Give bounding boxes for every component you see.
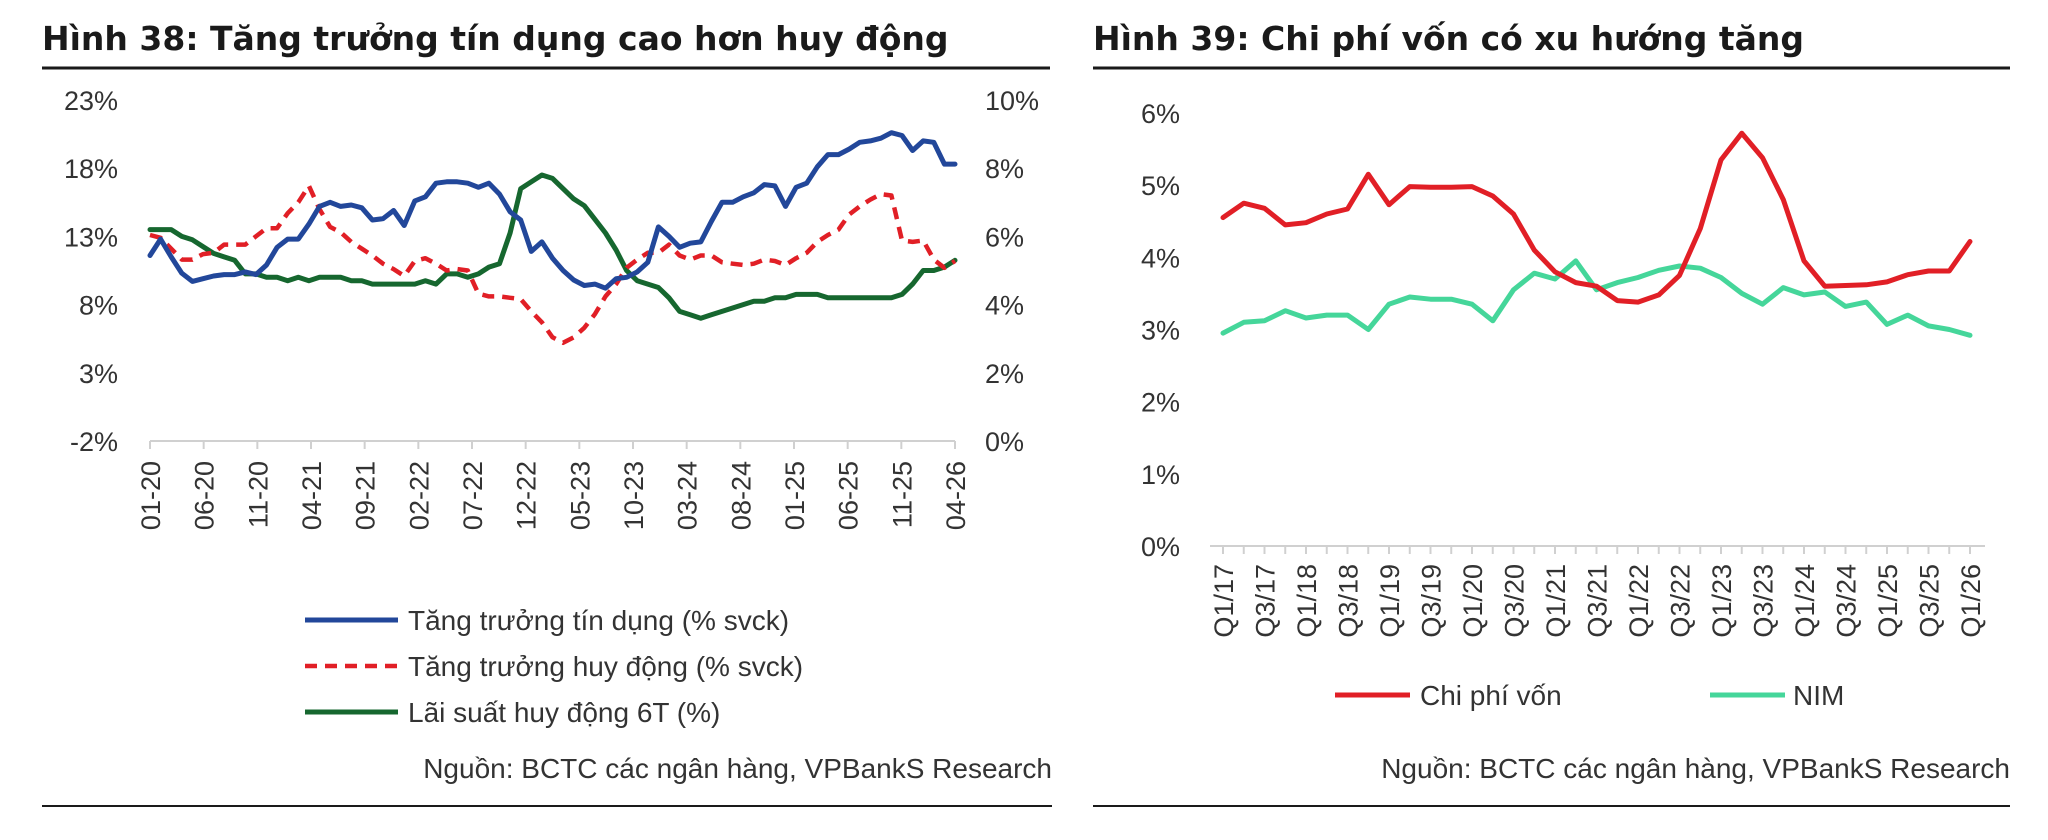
x-tick-label: Q1/24 [1790,564,1820,638]
x-tick-label: Q3/18 [1334,564,1364,638]
chart-39-title: Hình 39: Chi phí vốn có xu hướng tăng [1093,19,1804,58]
left-y-tick-label: 23% [64,86,118,116]
x-tick-label: 12-22 [512,461,542,530]
x-tick-label: 01-25 [780,461,810,530]
x-tick-label: Q1/25 [1873,564,1903,638]
y-tick-label: 6% [1141,99,1180,129]
legend-rate-label: Lãi suất huy động 6T (%) [408,697,720,728]
x-tick-label: 06-20 [190,461,220,530]
chart-39-series-nim-line [1220,258,1973,338]
x-tick-label: Q1/20 [1458,564,1488,638]
x-tick-label: Q3/21 [1583,564,1613,638]
right-y-tick-label: 8% [985,154,1024,184]
legend-credit-label: Tăng trưởng tín dụng (% svck) [408,605,789,636]
chart-38-title: Hình 38: Tăng trưởng tín dụng cao hơn hu… [42,19,949,58]
left-y-tick-label: -2% [70,427,118,457]
x-tick-label: 01-20 [136,461,166,530]
x-tick-label: 10-23 [619,461,649,530]
legend-nim-label: NIM [1793,680,1844,711]
x-tick-label: 04-21 [297,461,327,530]
y-tick-label: 5% [1141,171,1180,201]
legend-deposit-label: Tăng trưởng huy động (% svck) [408,651,803,682]
x-tick-label: Q3/17 [1251,564,1281,638]
chart-38-right-y-ticks: 10% 8% 6% 4% 2% 0% [985,86,1039,457]
x-tick-label: Q1/21 [1541,564,1571,638]
chart-38-series-credit-line [147,130,958,291]
chart-39-source: Nguồn: BCTC các ngân hàng, VPBankS Resea… [1381,753,2010,784]
x-tick-label: Q3/23 [1749,564,1779,638]
x-tick-label: 02-22 [404,461,434,530]
chart-38-source: Nguồn: BCTC các ngân hàng, VPBankS Resea… [423,753,1052,784]
x-tick-label: 09-21 [351,461,381,530]
chart-38-series-deposit-line [149,183,957,346]
x-tick-label: Q3/19 [1417,564,1447,638]
x-tick-label: 07-22 [458,461,488,530]
y-tick-label: 2% [1141,388,1180,418]
left-y-tick-label: 3% [79,359,118,389]
chart-38: Hình 38: Tăng trưởng tín dụng cao hơn hu… [42,19,1052,807]
x-tick-label: Q3/25 [1915,564,1945,638]
left-y-tick-label: 8% [79,291,118,321]
y-tick-label: 0% [1141,532,1180,562]
x-tick-label: 08-24 [726,461,756,530]
x-tick-label: 06-25 [834,461,864,530]
x-tick-label: Q3/22 [1666,564,1696,638]
chart-38-x-labels: 01-20 06-20 11-20 04-21 09-21 02-22 07-22 12-22… [136,461,971,530]
chart-38-left-y-ticks: 23% 18% 13% 8% 3% -2% [64,86,118,457]
x-tick-label: 11-20 [243,461,273,528]
chart-39: Hình 39: Chi phí vốn có xu hướng tăng 6%… [1093,19,2010,807]
chart-38-legend: Tăng trưởng tín dụng (% svck) Tăng trưởn… [305,605,803,728]
x-tick-label: 04-26 [941,461,971,530]
left-y-tick-label: 18% [64,154,118,184]
chart-39-x-ticks [1222,546,1971,554]
chart-38-series-rate-line [147,172,958,321]
right-y-tick-label: 10% [985,86,1039,116]
x-tick-label: Q1/23 [1707,564,1737,638]
right-y-tick-label: 0% [985,427,1024,457]
x-tick-label: Q1/18 [1292,564,1322,638]
right-y-tick-label: 6% [985,222,1024,252]
right-y-tick-label: 2% [985,359,1024,389]
x-tick-label: 03-24 [673,461,703,530]
chart-39-series-cost-line [1220,130,1973,305]
y-tick-label: 4% [1141,243,1180,273]
legend-cost-label: Chi phí vốn [1420,680,1562,711]
right-y-tick-label: 4% [985,291,1024,321]
x-tick-label: Q1/17 [1209,564,1239,638]
x-tick-label: Q1/26 [1956,564,1986,638]
chart-39-legend: Chi phí vốn NIM [1335,680,1844,711]
x-tick-label: Q3/24 [1832,564,1862,638]
x-tick-label: Q3/20 [1500,564,1530,638]
chart-38-x-ticks [149,441,956,449]
x-tick-label: 05-23 [565,461,595,530]
y-tick-label: 3% [1141,316,1180,346]
left-y-tick-label: 13% [64,222,118,252]
chart-39-x-labels: Q1/17 Q3/17 Q1/18 Q3/18 Q1/19 Q3/19 Q1/20 Q3/20… [1209,564,1986,638]
chart-39-y-ticks: 6% 5% 4% 3% 2% 1% 0% [1141,99,1180,562]
x-tick-label: 11-25 [887,461,917,528]
x-tick-label: Q1/22 [1624,564,1654,638]
x-tick-label: Q1/19 [1375,564,1405,638]
y-tick-label: 1% [1141,460,1180,490]
